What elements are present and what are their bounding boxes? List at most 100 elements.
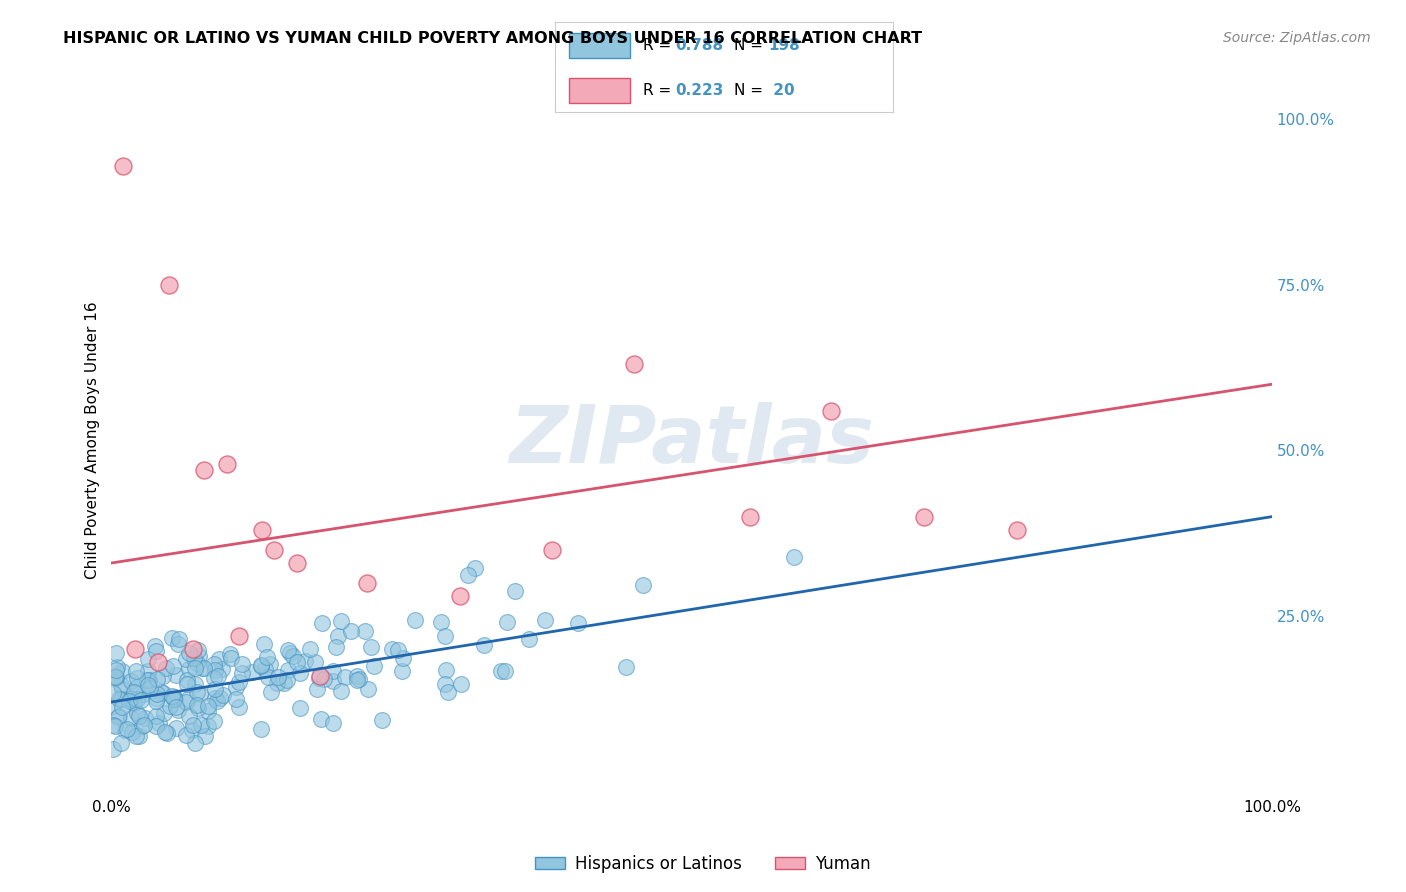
Point — [104, 718, 127, 732]
Point — [162, 689, 184, 703]
Point — [105, 670, 128, 684]
Point — [218, 648, 240, 662]
Point — [631, 578, 654, 592]
Point — [124, 642, 146, 657]
Point — [387, 643, 409, 657]
Point — [152, 669, 174, 683]
Point — [273, 676, 295, 690]
Point — [132, 687, 155, 701]
Point — [191, 661, 214, 675]
Point — [311, 615, 333, 630]
Point — [193, 463, 215, 477]
Point — [131, 719, 153, 733]
Point — [322, 715, 344, 730]
Point — [328, 629, 350, 643]
Point — [125, 729, 148, 743]
Text: HISPANIC OR LATINO VS YUMAN CHILD POVERTY AMONG BOYS UNDER 16 CORRELATION CHART: HISPANIC OR LATINO VS YUMAN CHILD POVERT… — [63, 31, 922, 46]
Point — [129, 693, 152, 707]
Point — [287, 655, 309, 669]
Point — [165, 668, 187, 682]
Point — [127, 706, 149, 720]
Point — [197, 719, 219, 733]
Text: N =: N = — [734, 38, 768, 53]
Point — [250, 659, 273, 673]
Text: R =: R = — [643, 83, 676, 97]
Point — [309, 668, 332, 682]
Point — [252, 523, 274, 537]
Point — [250, 657, 273, 672]
Point — [165, 700, 187, 714]
Point — [450, 676, 472, 690]
Point — [134, 711, 156, 725]
Point — [347, 672, 370, 686]
Point — [249, 722, 271, 736]
Point — [128, 708, 150, 723]
Point — [228, 629, 250, 643]
Point — [464, 561, 486, 575]
Point — [186, 657, 208, 671]
Point — [190, 687, 212, 701]
Point — [167, 632, 190, 646]
Point — [121, 695, 143, 709]
Point — [392, 650, 415, 665]
Point — [207, 693, 229, 707]
Point — [104, 670, 127, 684]
Point — [101, 717, 124, 731]
Point — [259, 657, 281, 672]
Point — [288, 666, 311, 681]
Point — [325, 640, 347, 654]
Point — [163, 690, 186, 704]
Point — [120, 674, 142, 689]
Point — [260, 684, 283, 698]
Point — [208, 691, 231, 706]
Point — [253, 637, 276, 651]
Point — [231, 657, 253, 672]
Point — [356, 575, 378, 590]
Point — [128, 729, 150, 743]
Point — [104, 669, 127, 683]
Point — [101, 686, 124, 700]
Point — [184, 736, 207, 750]
Point — [101, 741, 124, 756]
Point — [108, 692, 131, 706]
Point — [132, 718, 155, 732]
Point — [1005, 523, 1028, 537]
Point — [120, 711, 142, 725]
Point — [187, 700, 209, 714]
Point — [266, 670, 288, 684]
Point — [449, 589, 471, 603]
Point — [183, 651, 205, 665]
Point — [912, 509, 935, 524]
Point — [108, 709, 131, 723]
Point — [194, 729, 217, 743]
FancyBboxPatch shape — [569, 78, 630, 103]
Point — [363, 658, 385, 673]
Point — [276, 673, 298, 687]
Point — [738, 509, 761, 524]
Point — [204, 657, 226, 671]
Point — [380, 642, 402, 657]
Point — [181, 717, 204, 731]
Point — [197, 704, 219, 718]
Point — [333, 670, 356, 684]
Point — [240, 665, 263, 679]
Point — [277, 643, 299, 657]
Point — [280, 646, 302, 660]
Point — [505, 584, 527, 599]
Point — [153, 724, 176, 739]
Point — [145, 719, 167, 733]
Point — [309, 712, 332, 726]
Point — [186, 685, 208, 699]
Point — [184, 661, 207, 675]
Point — [256, 649, 278, 664]
Point — [177, 646, 200, 660]
Point — [153, 706, 176, 721]
Point — [120, 691, 142, 706]
Point — [197, 699, 219, 714]
Point — [304, 655, 326, 669]
Point — [118, 693, 141, 707]
Point — [163, 692, 186, 706]
Point — [190, 718, 212, 732]
Point — [208, 652, 231, 666]
Point — [489, 664, 512, 678]
